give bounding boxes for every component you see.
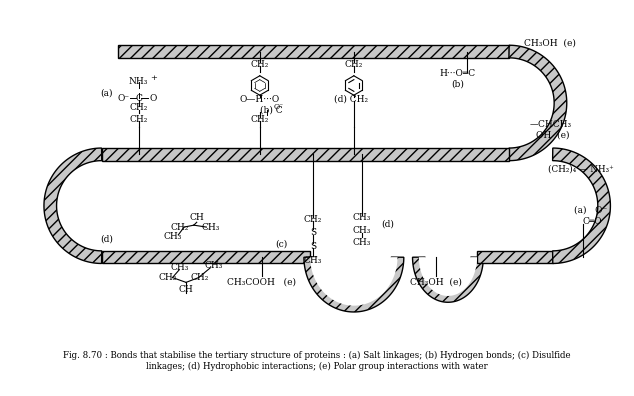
Text: CH: CH (179, 285, 193, 294)
Polygon shape (118, 45, 509, 58)
Polygon shape (44, 148, 101, 263)
Text: CH₂: CH₂ (158, 273, 177, 282)
Text: S: S (310, 228, 316, 238)
Polygon shape (509, 45, 567, 161)
Text: (d): (d) (100, 234, 113, 243)
Text: CH₂: CH₂ (129, 103, 148, 112)
Text: CH₂: CH₂ (250, 60, 269, 69)
Text: (a)   O⁻: (a) O⁻ (574, 205, 607, 214)
Text: (b): (b) (451, 79, 464, 88)
Text: CH₃OH  (e): CH₃OH (e) (410, 278, 462, 287)
Text: CH₂: CH₂ (304, 215, 322, 224)
Text: C═O: C═O (583, 217, 602, 226)
Text: (d): (d) (382, 220, 394, 228)
Text: (c): (c) (275, 239, 287, 248)
Text: (a): (a) (100, 89, 113, 98)
Text: CH₂: CH₂ (170, 223, 188, 232)
Text: C: C (135, 93, 142, 103)
Polygon shape (101, 148, 509, 161)
Text: CH₃OH  (e): CH₃OH (e) (524, 38, 576, 47)
Polygon shape (477, 251, 553, 263)
Text: Fig. 8.70 : Bonds that stabilise the tertiary structure of proteins : (a) Salt l: Fig. 8.70 : Bonds that stabilise the ter… (63, 350, 571, 360)
Text: O⁻: O⁻ (118, 93, 130, 103)
Text: O—H···O: O—H···O (240, 95, 280, 104)
Text: CH₂: CH₂ (190, 273, 209, 282)
Text: CH₂: CH₂ (250, 115, 269, 124)
Text: CH₃: CH₃ (170, 263, 188, 272)
Text: O: O (150, 93, 157, 103)
Text: CH₃: CH₃ (353, 213, 371, 222)
Text: CH₃: CH₃ (353, 238, 371, 247)
Polygon shape (101, 251, 310, 263)
Text: CH₃COOH   (e): CH₃COOH (e) (227, 278, 296, 287)
Text: OH  (e): OH (e) (536, 130, 570, 139)
Text: NH₃: NH₃ (129, 77, 148, 86)
Polygon shape (310, 257, 398, 306)
Text: (CH₂)₄ — NH₃⁺: (CH₂)₄ — NH₃⁺ (548, 164, 614, 173)
Text: +: + (151, 74, 157, 82)
Text: CH₃: CH₃ (201, 223, 219, 232)
Polygon shape (413, 257, 483, 302)
Polygon shape (304, 257, 404, 312)
Text: H···O═C: H···O═C (439, 69, 476, 78)
Text: O⁻: O⁻ (274, 103, 284, 111)
Text: CH: CH (190, 213, 204, 222)
Text: CH₃: CH₃ (304, 255, 322, 265)
Text: CH₃: CH₃ (353, 227, 371, 236)
Text: (b) C: (b) C (260, 105, 282, 114)
Text: CH₂: CH₂ (129, 115, 148, 124)
Polygon shape (419, 257, 477, 296)
Text: linkages; (d) Hydrophobic interactions; (e) Polar group interactions with water: linkages; (d) Hydrophobic interactions; … (146, 362, 488, 371)
Text: —CHCH₃: —CHCH₃ (529, 120, 571, 129)
Text: CH₂: CH₂ (345, 60, 363, 69)
Polygon shape (553, 148, 611, 263)
Text: CH₃: CH₃ (204, 261, 223, 270)
Text: CH₃: CH₃ (164, 232, 182, 241)
Text: (d) CH₂: (d) CH₂ (334, 95, 368, 104)
Text: S: S (310, 242, 316, 251)
